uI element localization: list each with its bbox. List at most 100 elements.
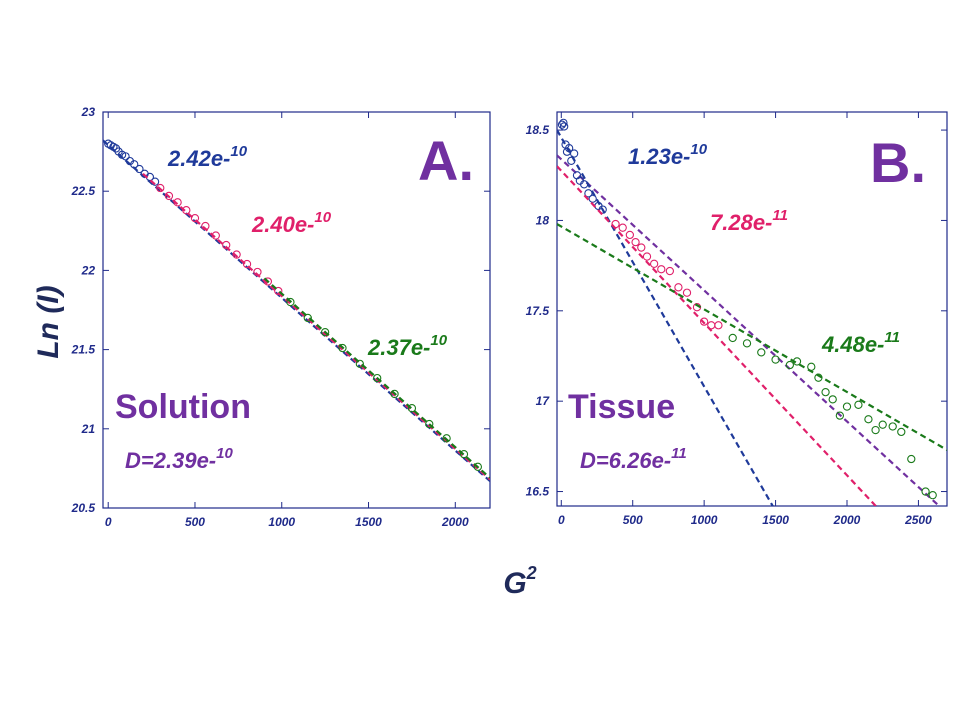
data-point-green — [390, 389, 399, 399]
y-tick-label: 21 — [81, 422, 96, 436]
plot-area — [103, 139, 490, 482]
data-point-blue — [569, 149, 579, 158]
diffusion-label: D=6.26e-11 — [580, 445, 687, 473]
x-tick-label: 500 — [623, 513, 643, 527]
sample-label: Solution — [115, 388, 251, 426]
slope-annotation-green-exp: 10 — [430, 332, 447, 349]
data-point-blue — [584, 189, 593, 198]
slope-annotation-blue-exp: 10 — [690, 141, 707, 158]
plot-frame — [102, 111, 491, 509]
diffusion-label-base: 2.39e- — [153, 448, 216, 473]
data-point-green — [771, 355, 780, 364]
data-point-red — [637, 243, 646, 252]
data-point-blue — [588, 194, 597, 203]
data-point-red — [649, 259, 659, 268]
data-point-green — [373, 373, 382, 383]
data-point-green — [854, 400, 863, 409]
data-point-green — [842, 402, 852, 411]
x-tick-label: 1500 — [355, 515, 382, 529]
data-point-red — [657, 265, 666, 274]
y-tick-label: 18.5 — [526, 123, 550, 137]
panel-letter: B. — [870, 131, 926, 194]
slope-annotation-green-base: 2.37e- — [367, 335, 430, 360]
data-point-red — [631, 237, 640, 247]
data-point-green — [907, 454, 916, 464]
data-point-blue — [557, 120, 567, 129]
data-point-green — [303, 313, 312, 323]
data-point-green — [473, 462, 483, 471]
diffusion-label: D=2.39e-10 — [125, 445, 233, 473]
data-point-red — [642, 252, 652, 261]
panel-letter: A. — [418, 129, 474, 192]
diffusion-label-prefix: D= — [125, 448, 154, 473]
data-point-red — [674, 283, 683, 292]
slope-annotation-green: 4.48e-11 — [821, 329, 900, 357]
y-tick-label: 18 — [536, 213, 550, 227]
y-tick-label: 17.5 — [526, 304, 550, 318]
x-tick-label: 0 — [105, 515, 112, 529]
y-tick-label: 22 — [81, 263, 96, 277]
x-axis-title: G2 — [503, 563, 536, 600]
data-point-red — [699, 317, 709, 326]
slope-annotation-blue-exp: 10 — [230, 143, 247, 160]
diffusion-label-prefix: D= — [580, 448, 609, 473]
y-tick-label: 23 — [81, 105, 96, 119]
fit-line-red — [557, 165, 878, 506]
data-point-green — [407, 404, 417, 413]
data-point-blue — [559, 118, 568, 127]
x-tick-label: 2000 — [833, 513, 861, 527]
data-point-red — [665, 266, 675, 276]
y-tick-label: 16.5 — [526, 485, 550, 499]
slope-annotation-green: 2.37e-10 — [367, 332, 448, 360]
data-point-green — [785, 360, 795, 370]
data-point-green — [742, 339, 752, 348]
data-point-green — [871, 425, 880, 435]
data-point-green — [928, 491, 937, 500]
data-point-green — [821, 387, 830, 397]
x-tick-label: 0 — [558, 513, 565, 527]
y-axis-title-var: I — [32, 295, 65, 304]
x-tick-label: 1000 — [268, 515, 295, 529]
fit-line-blue — [103, 139, 490, 482]
slope-annotation-blue-base: 1.23e- — [628, 144, 690, 169]
diffusion-label-base: 6.26e- — [609, 448, 671, 473]
x-axis-title-sup: 2 — [526, 563, 537, 583]
y-axis-title: Ln (I) — [32, 285, 65, 358]
data-point-green — [442, 434, 451, 443]
diffusion-label-exp: 10 — [216, 445, 233, 462]
slope-annotation-green-base: 4.48e- — [821, 332, 884, 357]
data-point-red — [242, 259, 252, 269]
global-fit-line — [557, 154, 941, 506]
x-tick-label: 500 — [185, 515, 205, 529]
data-point-green — [814, 373, 823, 382]
y-tick-label: 20.5 — [71, 501, 96, 515]
data-point-red — [190, 213, 200, 223]
slope-annotation-green-exp: 11 — [884, 329, 900, 346]
data-point-green — [897, 427, 906, 437]
fit-line-blue — [557, 129, 774, 506]
slope-annotation-red-exp: 11 — [772, 207, 788, 224]
data-point-red — [274, 286, 283, 296]
data-point-green — [864, 415, 873, 424]
slope-annotation-blue-base: 2.42e- — [167, 146, 230, 171]
data-point-green — [459, 449, 469, 459]
data-point-green — [286, 297, 295, 307]
slope-annotation-red-exp: 10 — [314, 209, 331, 226]
y-tick-label: 21.5 — [71, 343, 96, 357]
diffusion-label-exp: 11 — [671, 445, 687, 462]
data-point-blue — [559, 122, 569, 131]
x-tick-label: 2500 — [904, 513, 932, 527]
data-point-green — [888, 422, 897, 431]
data-point-red — [222, 240, 231, 250]
data-point-red — [714, 321, 723, 330]
data-point-green — [921, 487, 930, 496]
data-point-red — [682, 288, 692, 297]
data-point-green — [728, 333, 737, 343]
data-point-green — [355, 359, 364, 369]
slope-annotation-red: 7.28e-11 — [710, 207, 788, 235]
fit-line-green — [263, 277, 490, 479]
slope-annotation-red-base: 7.28e- — [710, 210, 772, 235]
panel-b: 0 500 1000 1500 2000 2500 16.5 17 17.5 18 18.5 1.23… — [526, 111, 948, 527]
sample-label: Tissue — [568, 388, 675, 426]
